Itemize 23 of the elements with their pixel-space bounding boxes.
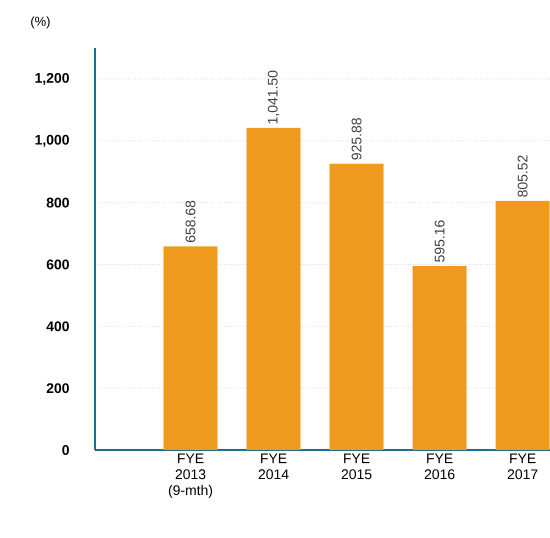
data-label: 658.68 [186,200,196,242]
x-tick-label: FYE 2016 [424,454,454,480]
bar [330,164,384,450]
y-axis-title: (%) [31,16,50,28]
y-tick-label: 1,200 [35,72,69,85]
data-label: 925.88 [352,118,362,160]
y-tick-label: 400 [46,321,69,332]
bar [246,128,300,450]
y-tick-label: 600 [46,260,69,270]
data-label: 595.16 [434,220,445,262]
y-tick-label: 1,000 [35,134,69,147]
bar [164,246,218,450]
y-tick-label: 0 [62,445,69,455]
bar [412,266,467,450]
x-tick-label: FYE 2015 [342,454,372,480]
y-tick-label: 200 [46,383,69,394]
y-tick-label: 800 [46,198,69,208]
data-label: 805.52 [518,155,528,197]
x-tick-label: FYE 2014 [258,454,289,480]
bar [496,200,550,450]
x-tick-label: FYE 2013 (9-mth) [168,454,212,498]
data-label: 1,041.50 [268,70,280,124]
x-tick-label: FYE 2017 [508,454,538,480]
